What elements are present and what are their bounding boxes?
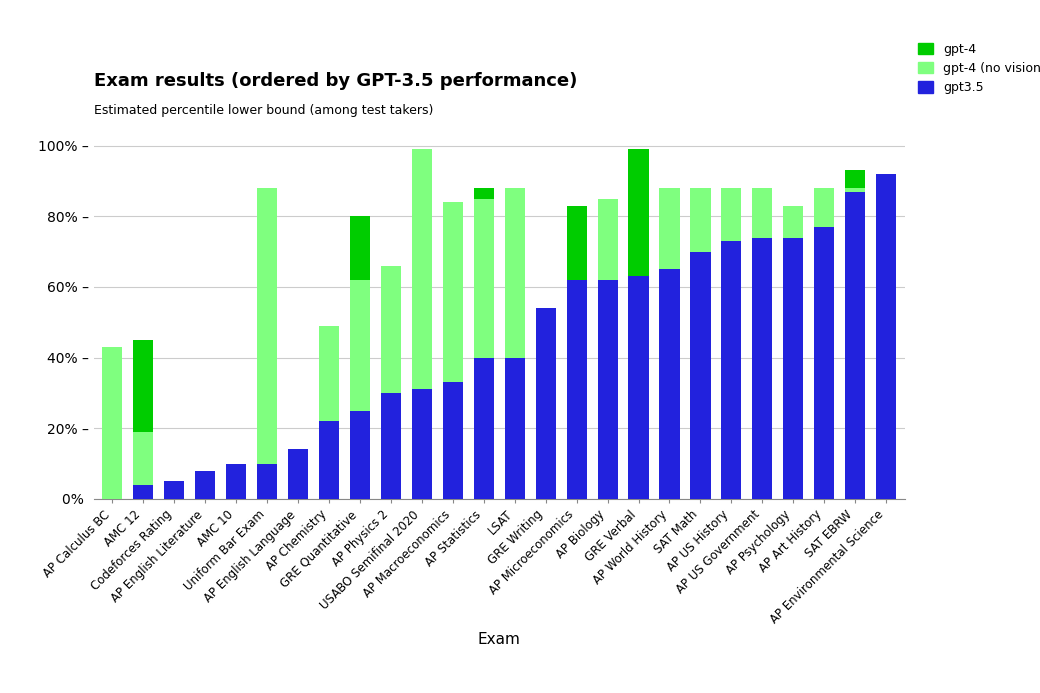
X-axis label: Exam: Exam bbox=[477, 632, 521, 647]
Bar bbox=[412, 149, 432, 389]
Bar bbox=[133, 432, 153, 485]
Bar bbox=[659, 270, 679, 499]
Bar bbox=[567, 206, 587, 280]
Bar bbox=[659, 188, 679, 270]
Bar bbox=[536, 308, 555, 499]
Bar bbox=[102, 347, 123, 499]
Bar bbox=[194, 471, 215, 499]
Bar bbox=[567, 280, 587, 499]
Bar bbox=[164, 482, 184, 499]
Bar bbox=[846, 170, 865, 188]
Text: Exam results (ordered by GPT-3.5 performance): Exam results (ordered by GPT-3.5 perform… bbox=[94, 72, 577, 90]
Bar bbox=[783, 206, 803, 238]
Text: Estimated percentile lower bound (among test takers): Estimated percentile lower bound (among … bbox=[94, 105, 433, 117]
Bar bbox=[319, 421, 339, 499]
Bar bbox=[133, 485, 153, 499]
Bar bbox=[846, 188, 865, 191]
Bar bbox=[473, 358, 494, 499]
Bar bbox=[722, 188, 742, 241]
Bar bbox=[752, 188, 773, 238]
Bar bbox=[412, 389, 432, 499]
Bar bbox=[473, 199, 494, 358]
Bar bbox=[288, 450, 308, 499]
Bar bbox=[783, 238, 803, 499]
Bar bbox=[257, 464, 277, 499]
Bar bbox=[473, 188, 494, 199]
Bar bbox=[876, 174, 896, 499]
Legend: gpt-4, gpt-4 (no vision), gpt3.5: gpt-4, gpt-4 (no vision), gpt3.5 bbox=[913, 37, 1040, 99]
Bar bbox=[349, 411, 370, 499]
Bar bbox=[628, 149, 649, 277]
Bar bbox=[381, 393, 400, 499]
Bar bbox=[598, 199, 618, 280]
Bar bbox=[691, 188, 710, 252]
Bar bbox=[319, 326, 339, 421]
Bar bbox=[628, 277, 649, 499]
Bar bbox=[257, 188, 277, 464]
Bar bbox=[349, 280, 370, 411]
Bar bbox=[133, 340, 153, 432]
Bar bbox=[226, 464, 246, 499]
Bar bbox=[722, 241, 742, 499]
Bar bbox=[443, 383, 463, 499]
Bar bbox=[846, 191, 865, 499]
Bar bbox=[691, 252, 710, 499]
Bar bbox=[814, 188, 834, 227]
Bar bbox=[381, 266, 400, 393]
Bar bbox=[598, 280, 618, 499]
Bar bbox=[814, 227, 834, 499]
Bar bbox=[504, 358, 525, 499]
Bar bbox=[752, 238, 773, 499]
Bar bbox=[443, 202, 463, 383]
Bar bbox=[349, 216, 370, 280]
Bar bbox=[504, 188, 525, 358]
